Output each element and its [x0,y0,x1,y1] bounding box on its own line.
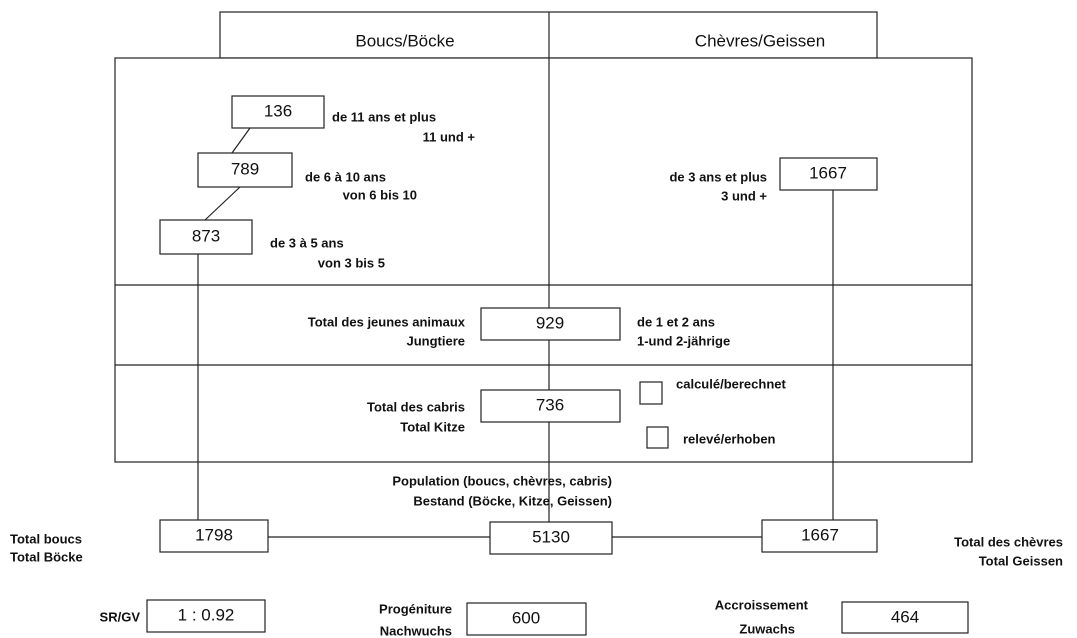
label: SR/GV [100,609,141,624]
value: 1 : 0.92 [178,605,235,624]
label: de 3 ans et plus [669,169,767,184]
box [197,152,293,188]
label: 11 und + [423,129,476,144]
value: 5130 [532,527,570,546]
label: de 3 à 5 ans [270,235,344,250]
value: 1798 [195,525,233,544]
label: Jungtiere [406,333,465,348]
value: 873 [192,226,220,245]
label: von 3 bis 5 [318,255,385,270]
connector [231,127,251,154]
value: 789 [231,159,259,178]
value: 1667 [809,163,847,182]
value: 929 [536,313,564,332]
label: de 6 à 10 ans [305,169,386,184]
label: Progéniture [379,601,452,616]
label: Total Kitze [400,419,465,434]
label: de 11 ans et plus [332,109,436,124]
header-goats: Chèvres/Geissen [695,31,825,50]
label: 3 und + [721,188,767,203]
box [480,307,621,341]
label: Total Geissen [979,553,1063,568]
box [761,519,878,553]
value: 136 [264,101,292,120]
box [489,521,613,555]
label: 1-und 2-jährige [637,333,730,348]
box [159,219,253,255]
checkbox[interactable] [639,381,663,405]
legend-label: calculé/berechnet [676,376,786,391]
checkbox[interactable] [646,426,669,449]
box [466,602,587,636]
frame [114,11,973,538]
label: Nachwuchs [380,623,452,638]
value: 600 [512,608,540,627]
box [159,519,269,553]
legend-label: relevé/erhoben [683,431,776,446]
label: de 1 et 2 ans [637,314,715,329]
label: Zuwachs [739,621,795,636]
label: Total Böcke [10,549,83,564]
label: Total boucs [10,531,82,546]
box [480,389,621,423]
value: 1667 [801,525,839,544]
connector [204,186,241,221]
label: Population (boucs, chèvres, cabris) [392,473,612,488]
box [841,601,969,634]
label: Accroissement [715,597,809,612]
label: von 6 bis 10 [343,187,417,202]
header-bucks: Boucs/Böcke [355,31,454,50]
label: Total des cabris [367,399,465,414]
label: Bestand (Böcke, Kitze, Geissen) [413,493,612,508]
label: Total des jeunes animaux [308,314,466,329]
value: 464 [891,607,919,626]
box [231,95,325,129]
value: 736 [536,395,564,414]
box [146,599,266,633]
box [779,157,878,191]
label: Total des chèvres [954,534,1063,549]
